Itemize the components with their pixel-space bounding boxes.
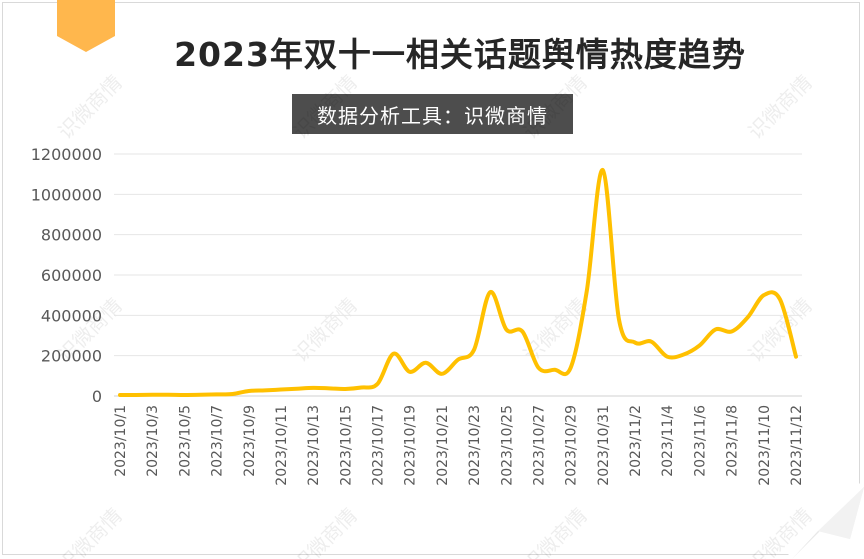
x-tick-label: 2023/11/10 [757,405,773,486]
x-tick-label: 2023/10/7 [210,405,226,477]
x-tick-label: 2023/10/27 [531,405,547,486]
x-tick-label: 2023/10/31 [596,405,612,486]
watermark-text: 识微商情 [53,70,127,144]
x-tick-label: 2023/11/4 [660,405,676,477]
x-tick-label: 2023/10/5 [177,405,193,477]
x-tick-label: 2023/10/25 [499,405,515,486]
x-tick-label: 2023/10/1 [113,405,129,477]
x-tick-label: 2023/10/9 [242,405,258,477]
y-tick-label: 1200000 [31,145,102,164]
y-axis-labels: 0 200000 400000 600000 800000 1000000 1200000 [31,145,102,406]
page-curl-decoration [784,479,864,559]
y-tick-label: 600000 [41,266,102,285]
y-tick-label: 800000 [41,226,102,245]
x-tick-label: 2023/10/3 [145,405,161,477]
x-tick-label: 2023/10/13 [306,405,322,486]
x-tick-label: 2023/10/29 [564,405,580,486]
x-tick-label: 2023/10/17 [371,405,387,486]
chart-subtitle: 数据分析工具：识微商情 [292,94,573,134]
x-tick-label: 2023/11/12 [789,405,805,486]
x-tick-label: 2023/10/23 [467,405,483,486]
y-tick-label: 200000 [41,347,102,366]
series-line [118,168,798,398]
corner-ribbon-badge [57,0,115,52]
grid-lines [114,153,802,397]
chart-title: 2023年双十一相关话题舆情热度趋势 [174,35,746,74]
watermark-text: 识微商情 [518,70,592,144]
watermark-text: 识微商情 [288,503,362,559]
x-tick-label: 2023/10/19 [403,405,419,486]
watermark-text: 识微商情 [518,503,592,559]
y-tick-label: 1000000 [31,185,102,204]
x-tick-label: 2023/11/8 [725,405,741,477]
x-tick-label: 2023/11/6 [692,405,708,477]
x-tick-label: 2023/10/21 [435,405,451,486]
x-tick-label: 2023/10/15 [338,405,354,486]
x-tick-label: 2023/10/11 [274,405,290,486]
watermark-text: 识微商情 [53,503,127,559]
x-axis-labels: 2023/10/1 2023/10/3 2023/10/5 2023/10/7 2023… [113,405,805,486]
x-tick-label: 2023/11/2 [628,405,644,477]
y-tick-label: 0 [92,387,102,406]
watermark-text: 识微商情 [743,70,817,144]
y-tick-label: 400000 [41,306,102,325]
watermark-text: 识微商情 [288,70,362,144]
